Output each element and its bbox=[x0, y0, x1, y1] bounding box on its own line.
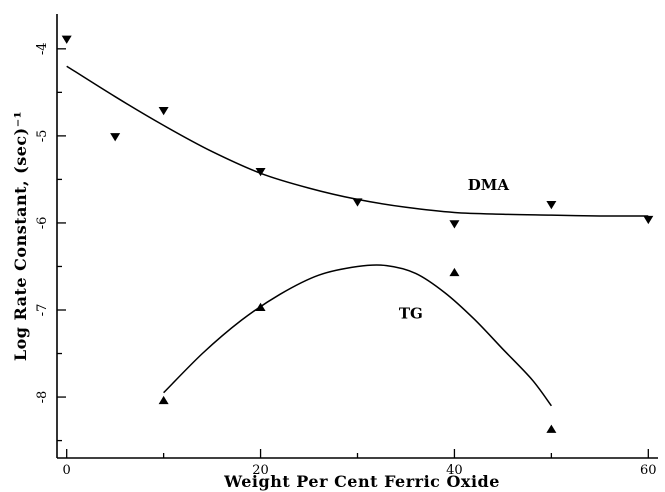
x-ticks: 0 20 40 60 bbox=[63, 449, 657, 478]
series-labels: DMA TG bbox=[399, 176, 510, 323]
data-markers bbox=[61, 35, 654, 433]
dma-point-2 bbox=[158, 107, 169, 116]
tg-fit-curve bbox=[163, 264, 553, 407]
tg-point-1 bbox=[255, 302, 266, 312]
y-tick-label-0: -4 bbox=[35, 42, 50, 55]
tg-point-3 bbox=[546, 424, 557, 433]
tg-point-0 bbox=[158, 395, 169, 405]
plot-axes bbox=[56, 14, 658, 459]
tg-series-label: TG bbox=[399, 305, 423, 323]
fit-curves bbox=[66, 65, 649, 407]
dma-point-1 bbox=[110, 133, 121, 142]
x-tick-label-0: 0 bbox=[63, 463, 71, 478]
y-tick-label-2: -6 bbox=[35, 217, 50, 230]
y-ticks: -4 -5 -6 -7 -8 bbox=[35, 42, 66, 442]
x-tick-label-3: 60 bbox=[640, 463, 657, 478]
y-tick-label-4: -8 bbox=[35, 391, 50, 404]
x-tick-label-2: 40 bbox=[446, 463, 463, 478]
dma-point-4 bbox=[352, 198, 363, 207]
x-tick-label-1: 20 bbox=[252, 463, 269, 478]
y-axis-title: Log Rate Constant, (sec)⁻¹ bbox=[11, 111, 30, 361]
x-axis-title: Weight Per Cent Ferric Oxide bbox=[223, 472, 500, 491]
y-tick-label-3: -7 bbox=[35, 304, 50, 317]
dma-point-5 bbox=[449, 220, 460, 229]
dma-point-6 bbox=[546, 201, 557, 210]
dma-point-7 bbox=[643, 215, 654, 225]
dma-point-3 bbox=[255, 167, 266, 177]
dma-fit-curve bbox=[66, 65, 649, 217]
tg-point-2 bbox=[449, 267, 460, 277]
dma-series-label: DMA bbox=[468, 176, 510, 194]
y-tick-label-1: -5 bbox=[35, 130, 50, 143]
dma-point-0 bbox=[61, 35, 72, 44]
